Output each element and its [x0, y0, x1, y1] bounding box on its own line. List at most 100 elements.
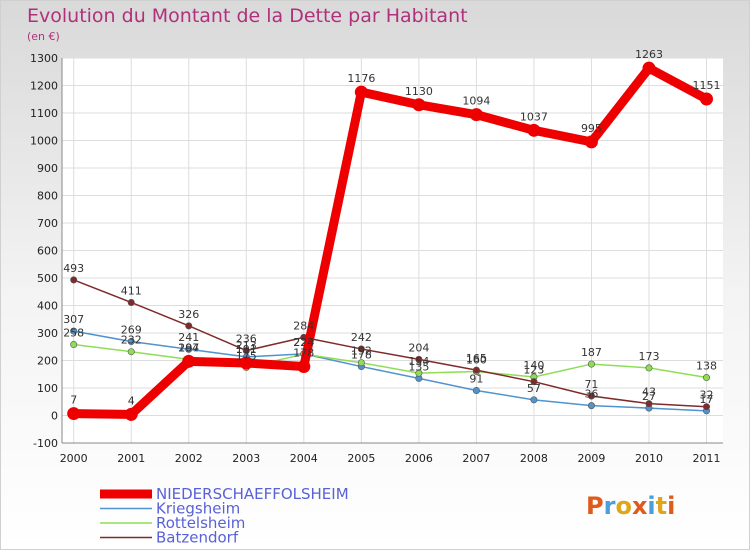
- y-tick-label: -100: [33, 437, 58, 450]
- x-tick-label: 2007: [462, 452, 490, 465]
- chart-subtitle: (en €): [27, 30, 60, 43]
- y-tick-label: 1200: [30, 80, 58, 93]
- data-label: 192: [351, 345, 372, 358]
- y-tick-label: 1000: [30, 135, 58, 148]
- data-point: [587, 360, 595, 368]
- data-label: 191: [236, 343, 257, 356]
- data-point: [472, 366, 480, 374]
- x-tick-label: 2004: [290, 452, 318, 465]
- data-label: 71: [584, 378, 598, 391]
- y-tick-label: 100: [37, 382, 58, 395]
- data-point: [527, 123, 541, 137]
- data-label: 1037: [520, 110, 548, 123]
- data-label: 4: [128, 394, 135, 407]
- y-tick-label: 0: [51, 410, 58, 423]
- x-tick-label: 2000: [60, 452, 88, 465]
- data-point: [124, 407, 138, 421]
- data-label: 1094: [462, 95, 490, 108]
- data-label: 224: [293, 336, 314, 349]
- legend-label: Kriegsheim: [156, 500, 240, 518]
- data-label: 175: [236, 349, 257, 362]
- data-label: 1151: [693, 79, 721, 92]
- chart-title: Evolution du Montant de la Dette par Hab…: [27, 5, 468, 27]
- data-label: 140: [523, 359, 544, 372]
- data-point: [127, 348, 135, 356]
- data-label: 57: [527, 382, 541, 395]
- data-label: 178: [351, 349, 372, 362]
- data-label: 135: [408, 360, 429, 373]
- data-label: 258: [63, 327, 84, 340]
- x-tick-label: 2003: [232, 452, 260, 465]
- data-point: [642, 61, 656, 75]
- data-point: [357, 359, 365, 367]
- data-label: 241: [178, 331, 199, 344]
- data-point: [415, 355, 423, 363]
- data-label: 326: [178, 308, 199, 321]
- data-point: [587, 402, 595, 410]
- data-label: 284: [293, 319, 314, 332]
- data-point: [354, 85, 368, 99]
- data-label: 1263: [635, 48, 663, 61]
- data-label: 493: [63, 262, 84, 275]
- data-point: [584, 135, 598, 149]
- y-tick-label: 300: [37, 327, 58, 340]
- x-tick-label: 2006: [405, 452, 433, 465]
- y-tick-label: 400: [37, 300, 58, 313]
- data-point: [702, 403, 710, 411]
- x-tick-label: 2009: [577, 452, 605, 465]
- data-point: [472, 386, 480, 394]
- y-tick-label: 1100: [30, 107, 58, 120]
- data-point: [127, 298, 135, 306]
- data-label: 173: [638, 350, 659, 363]
- series-line: [72, 343, 708, 379]
- x-tick-label: 2008: [520, 452, 548, 465]
- data-label: 213: [236, 339, 257, 352]
- x-tick-label: 2010: [635, 452, 663, 465]
- data-point: [182, 354, 196, 368]
- series-niederschaeffolsheim: [67, 61, 713, 421]
- data-point: [242, 347, 250, 355]
- data-label: 232: [121, 334, 142, 347]
- data-point: [239, 356, 253, 370]
- series-line: [69, 63, 711, 419]
- data-label: 17: [700, 393, 714, 406]
- y-tick-label: 900: [37, 162, 58, 175]
- data-point: [70, 341, 78, 349]
- data-label: 32: [700, 389, 714, 402]
- x-tick-label: 2002: [175, 452, 203, 465]
- data-label: 91: [469, 372, 483, 385]
- x-tick-label: 2011: [693, 452, 721, 465]
- data-point: [702, 374, 710, 382]
- x-tick-label: 2005: [347, 452, 375, 465]
- data-label: 1130: [405, 85, 433, 98]
- legend-label: Rottelsheim: [156, 514, 245, 532]
- data-label: 204: [408, 341, 429, 354]
- data-point: [127, 338, 135, 346]
- data-label: 204: [178, 341, 199, 354]
- legend-label: NIEDERSCHAEFFOLSHEIM: [156, 485, 349, 503]
- data-label: 154: [408, 355, 429, 368]
- data-label: 165: [466, 352, 487, 365]
- data-label: 160: [466, 354, 487, 367]
- series-line: [72, 330, 708, 412]
- data-label: 27: [642, 390, 656, 403]
- data-label: 197: [178, 341, 199, 354]
- data-label: 242: [351, 331, 372, 344]
- data-label: 187: [581, 346, 602, 359]
- data-point: [185, 345, 193, 353]
- data-label: 1176: [347, 72, 375, 85]
- series-batzendorf: [70, 276, 710, 411]
- data-label: 223: [293, 336, 314, 349]
- y-tick-label: 700: [37, 217, 58, 230]
- data-label: 43: [642, 386, 656, 399]
- data-point: [185, 322, 193, 330]
- x-tick-label: 2001: [117, 452, 145, 465]
- data-label: 36: [584, 388, 598, 401]
- data-label: 123: [523, 364, 544, 377]
- y-tick-label: 1300: [30, 52, 58, 65]
- data-label: 269: [121, 324, 142, 337]
- data-point: [645, 400, 653, 408]
- data-point: [587, 392, 595, 400]
- data-label: 7: [70, 394, 77, 407]
